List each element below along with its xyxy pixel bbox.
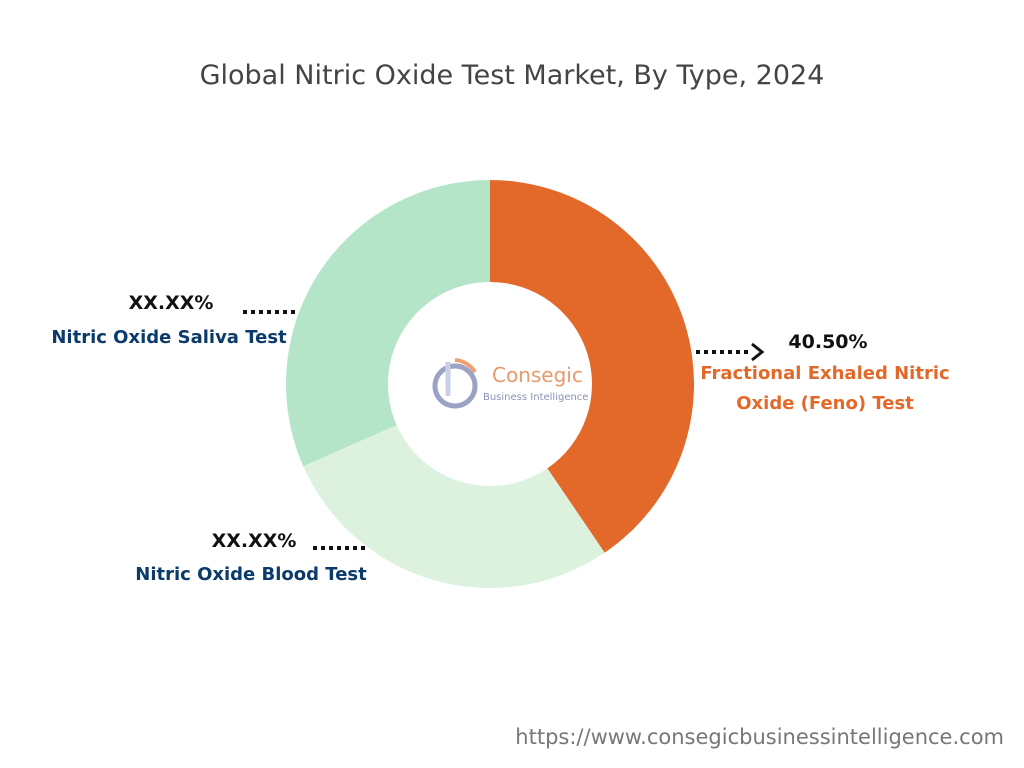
donut bbox=[286, 180, 694, 588]
logo-icon bbox=[432, 363, 478, 409]
category-label: Fractional Exhaled Nitric Oxide (Feno) T… bbox=[700, 363, 950, 414]
value-label: XX.XX% bbox=[128, 292, 214, 314]
category-label: Nitric Oxide Saliva Test bbox=[51, 327, 287, 348]
donut-slice bbox=[303, 425, 605, 588]
leader-lines bbox=[243, 310, 752, 550]
arrow-head bbox=[751, 342, 765, 362]
source-url: https://www.consegicbusinessintelligence… bbox=[515, 725, 1004, 749]
donut-slice bbox=[286, 180, 490, 467]
value-label: 40.50% bbox=[788, 331, 868, 353]
chart-title: Global Nitric Oxide Test Market, By Type… bbox=[199, 60, 825, 91]
logo-icon bbox=[454, 358, 477, 374]
donut-slice bbox=[490, 180, 694, 553]
value-label: XX.XX% bbox=[211, 530, 297, 552]
logo-tagline: Business Intelligence bbox=[483, 392, 588, 403]
category-label: Nitric Oxide Blood Test bbox=[135, 564, 367, 585]
logo-name: Consegic bbox=[492, 363, 583, 387]
logo: Consegic Business Intelligence bbox=[432, 358, 588, 409]
